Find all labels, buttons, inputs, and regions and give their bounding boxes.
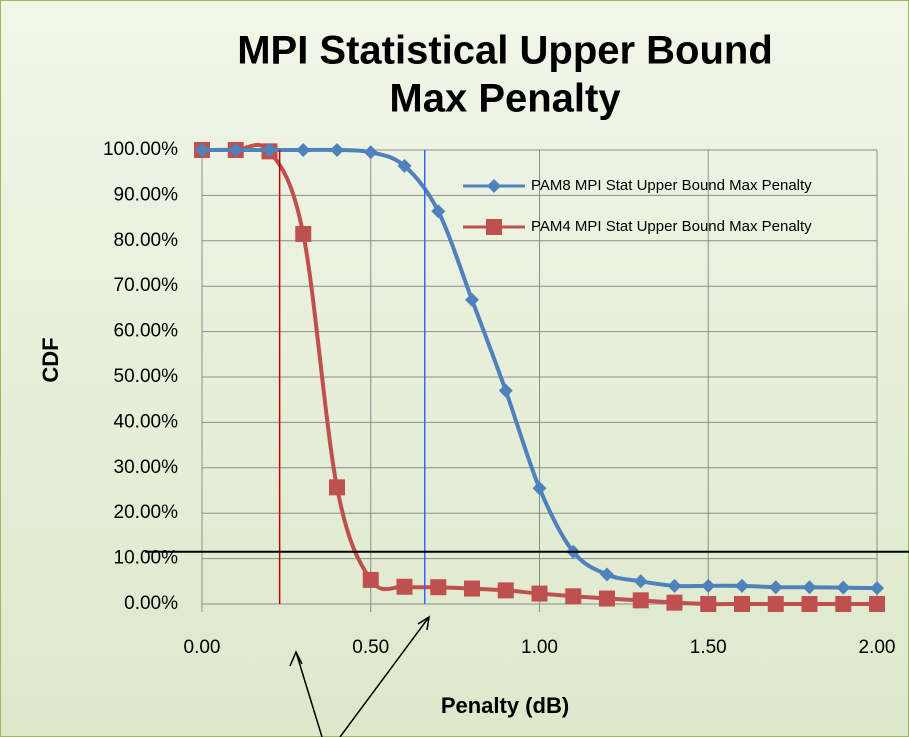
series-line bbox=[201, 142, 877, 607]
marker bbox=[362, 571, 379, 588]
y-tick-label: 40.00% bbox=[114, 411, 179, 432]
marker bbox=[565, 588, 582, 605]
marker bbox=[228, 143, 243, 157]
marker bbox=[666, 594, 683, 611]
legend-item: PAM4 MPI Stat Upper Bound Max Penalty bbox=[463, 218, 812, 235]
marker bbox=[767, 596, 784, 612]
x-axis-title: Penalty (dB) bbox=[441, 693, 569, 718]
arrow bbox=[339, 616, 430, 737]
y-tick-label: 100.00% bbox=[103, 139, 178, 160]
marker bbox=[599, 590, 615, 607]
marker bbox=[396, 578, 413, 595]
marker bbox=[498, 383, 513, 398]
y-tick-label: 80.00% bbox=[114, 230, 179, 251]
arrow bbox=[295, 651, 323, 737]
series-line bbox=[201, 147, 878, 591]
y-axis-title: CDF bbox=[38, 337, 63, 382]
y-tick-label: 50.00% bbox=[114, 366, 179, 387]
marker bbox=[430, 579, 447, 596]
marker bbox=[870, 581, 884, 596]
y-tick-label: 90.00% bbox=[114, 184, 179, 205]
legend-label: PAM8 MPI Stat Upper Bound Max Penalty bbox=[531, 177, 812, 194]
legend-label: PAM4 MPI Stat Upper Bound Max Penalty bbox=[531, 218, 812, 235]
marker bbox=[633, 574, 648, 589]
marker bbox=[497, 582, 514, 599]
marker bbox=[667, 578, 682, 593]
marker bbox=[869, 596, 885, 612]
marker bbox=[465, 292, 479, 307]
marker bbox=[532, 481, 547, 496]
marker bbox=[295, 225, 312, 242]
marker bbox=[632, 592, 649, 609]
x-tick-label: 1.50 bbox=[690, 637, 727, 658]
marker bbox=[397, 158, 412, 173]
marker bbox=[735, 578, 749, 593]
marker bbox=[486, 219, 502, 235]
marker bbox=[296, 143, 311, 157]
y-tick-label: 60.00% bbox=[114, 321, 179, 342]
y-tick-label: 70.00% bbox=[114, 275, 179, 296]
x-tick-label: 0.50 bbox=[352, 637, 389, 658]
marker bbox=[600, 567, 614, 582]
marker bbox=[464, 580, 480, 597]
x-tick-label: 1.00 bbox=[521, 637, 558, 658]
y-tick-label: 30.00% bbox=[114, 457, 179, 478]
marker bbox=[262, 143, 277, 157]
marker bbox=[487, 179, 501, 193]
marker bbox=[768, 580, 783, 595]
marker bbox=[531, 585, 548, 602]
y-tick-label: 20.00% bbox=[114, 502, 179, 523]
marker bbox=[329, 479, 345, 496]
x-tick-label: 0.00 bbox=[184, 637, 221, 658]
marker bbox=[431, 204, 446, 219]
marker bbox=[330, 143, 344, 157]
chart-title: Max Penalty bbox=[389, 77, 621, 121]
chart-title: MPI Statistical Upper Bound bbox=[237, 29, 773, 73]
legend-item: PAM8 MPI Stat Upper Bound Max Penalty bbox=[463, 177, 812, 194]
marker bbox=[700, 596, 717, 612]
marker bbox=[701, 578, 716, 593]
marker bbox=[363, 145, 378, 160]
arrow-head bbox=[417, 615, 430, 631]
marker bbox=[836, 580, 851, 595]
y-tick-label: 10.00% bbox=[114, 548, 179, 569]
y-tick-label: 0.00% bbox=[124, 593, 178, 614]
x-tick-label: 2.00 bbox=[859, 637, 896, 658]
marker bbox=[835, 596, 852, 612]
arrow-head bbox=[289, 650, 303, 667]
marker bbox=[734, 596, 750, 612]
marker bbox=[195, 143, 209, 157]
marker bbox=[801, 596, 818, 612]
marker bbox=[802, 580, 817, 595]
plot-area: 0.00% 10.00% 20.00% 30.00% 40.00% 50.00% 60.00… bbox=[103, 139, 909, 658]
